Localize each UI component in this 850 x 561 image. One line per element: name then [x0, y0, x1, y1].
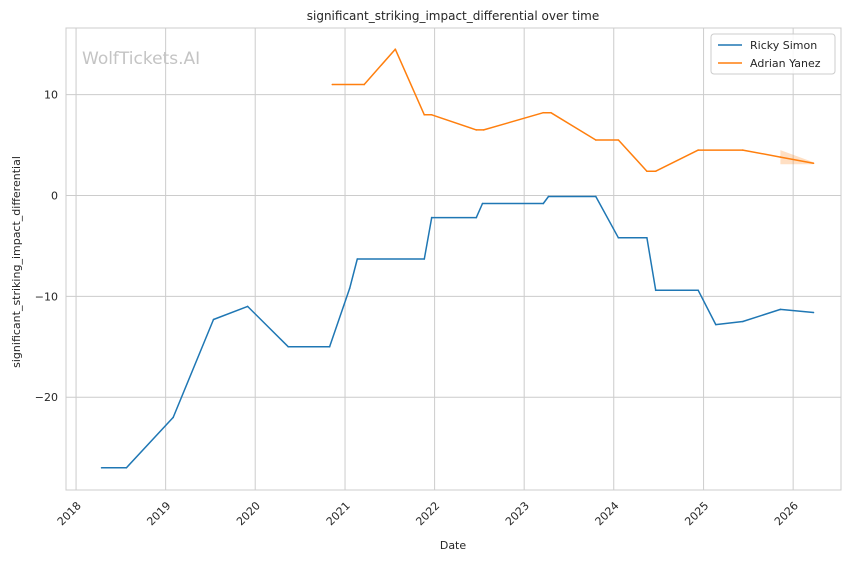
- data-point-adrian-yanez-12: [654, 170, 657, 172]
- y-axis-ticks: −20 −10 0 10: [35, 89, 58, 405]
- chart-title: significant_striking_impact_differential…: [307, 9, 599, 23]
- y-axis-title: significant_striking_impact_differential: [10, 156, 23, 368]
- data-point-ricky-simon-1: [125, 467, 128, 469]
- data-point-ricky-simon-8: [356, 258, 359, 260]
- watermark: WolfTickets.AI: [82, 49, 200, 69]
- data-point-adrian-yanez-2: [394, 48, 397, 50]
- data-point-ricky-simon-15: [595, 195, 597, 198]
- legend-label-adrian-yanez: Adrian Yanez: [750, 57, 821, 70]
- data-point-adrian-yanez-5: [475, 129, 478, 131]
- data-point-adrian-yanez-15: [779, 156, 782, 158]
- y-tick-label: 10: [44, 89, 58, 102]
- data-point-ricky-simon-13: [542, 202, 545, 205]
- y-tick-label: −10: [35, 290, 58, 303]
- data-point-adrian-yanez-4: [430, 114, 433, 116]
- series-layer: [100, 48, 815, 469]
- data-point-ricky-simon-22: [779, 308, 782, 311]
- data-point-adrian-yanez-11: [646, 170, 648, 172]
- data-point-ricky-simon-18: [654, 289, 657, 292]
- plot-area-frame: [65, 27, 842, 491]
- data-point-ricky-simon-23: [812, 311, 815, 314]
- data-point-ricky-simon-3: [212, 318, 215, 321]
- confidence-band-adrian-yanez: [780, 150, 814, 165]
- data-point-ricky-simon-9: [423, 258, 426, 260]
- data-point-ricky-simon-10: [430, 216, 433, 219]
- data-point-ricky-simon-11: [475, 216, 478, 219]
- series-line-ricky-simon: [101, 195, 814, 469]
- data-point-ricky-simon-12: [481, 202, 484, 205]
- data-point-ricky-simon-20: [715, 323, 717, 326]
- data-point-ricky-simon-4: [246, 305, 249, 308]
- legend-label-ricky-simon: Ricky Simon: [750, 39, 817, 52]
- y-tick-label: −20: [35, 391, 58, 404]
- data-point-adrian-yanez-10: [617, 139, 620, 141]
- data-point-adrian-yanez-16: [812, 162, 815, 164]
- data-point-ricky-simon-14: [547, 195, 550, 198]
- data-point-adrian-yanez-1: [363, 83, 366, 86]
- data-point-adrian-yanez-8: [550, 111, 552, 114]
- legend-box: [710, 33, 836, 75]
- data-point-ricky-simon-5: [287, 346, 290, 348]
- legend: Ricky Simon Adrian Yanez: [710, 33, 836, 75]
- data-point-adrian-yanez-14: [742, 149, 744, 151]
- data-point-adrian-yanez-9: [595, 139, 597, 141]
- grid-lines: [66, 28, 841, 490]
- data-point-ricky-simon-6: [328, 346, 331, 348]
- y-tick-label: 0: [51, 189, 58, 202]
- data-point-ricky-simon-16: [617, 237, 620, 239]
- data-point-adrian-yanez-0: [331, 83, 334, 86]
- data-point-adrian-yanez-3: [423, 114, 426, 116]
- data-point-ricky-simon-19: [697, 289, 699, 292]
- data-point-ricky-simon-0: [100, 467, 103, 469]
- data-point-ricky-simon-21: [742, 320, 744, 323]
- data-point-adrian-yanez-7: [542, 111, 545, 114]
- data-point-ricky-simon-2: [172, 416, 174, 419]
- data-point-adrian-yanez-6: [482, 129, 485, 131]
- data-point-adrian-yanez-13: [697, 149, 699, 151]
- data-point-ricky-simon-17: [646, 237, 648, 239]
- data-point-ricky-simon-7: [348, 287, 351, 290]
- x-axis-title: Date: [440, 539, 467, 552]
